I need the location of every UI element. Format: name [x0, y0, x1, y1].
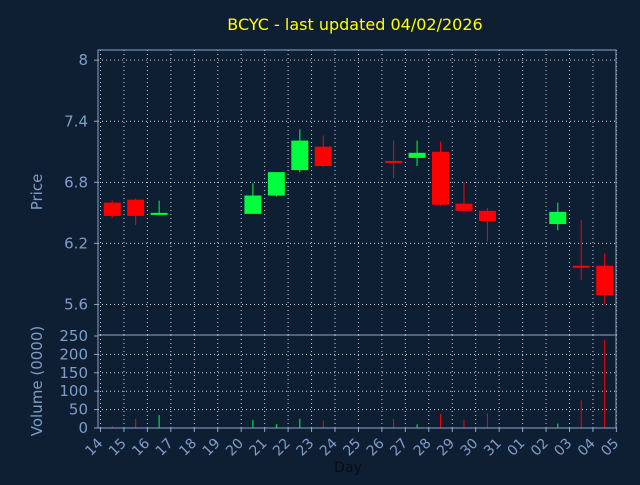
- price-tick-label: 5.6: [64, 295, 88, 313]
- candle-body: [572, 265, 590, 268]
- volume-tick-label: 200: [59, 345, 88, 363]
- candle-body: [314, 146, 332, 167]
- candle-body: [549, 211, 567, 225]
- x-tick-label: 01: [505, 436, 529, 460]
- volume-tick-label: 50: [69, 401, 88, 419]
- volume-grid: [98, 335, 617, 428]
- price-tick-label: 8: [78, 51, 88, 69]
- candle-body: [408, 152, 426, 158]
- x-tick-label: 04: [575, 435, 599, 459]
- x-axis-label: Day: [334, 460, 362, 476]
- chart-title: BCYC - last updated 04/02/2026: [227, 15, 482, 34]
- price-grid: [98, 50, 617, 335]
- candle-body: [432, 151, 450, 205]
- x-axis: 14 15 16 17 18 19 20 21 22 23 24 25 26 27 28 29 30 31 01 02…: [82, 428, 622, 459]
- candle-body: [244, 195, 262, 214]
- x-tick-label: 23: [293, 436, 317, 460]
- price-tick-label: 6.8: [64, 173, 88, 191]
- price-panel-frame: [97, 49, 617, 336]
- x-tick-label: 25: [340, 436, 364, 460]
- x-tick-label: 02: [528, 436, 552, 460]
- candle-body: [150, 212, 168, 215]
- x-tick-label: 15: [106, 436, 130, 460]
- price-axis: 8 7.4 6.8 6.2 5.6: [64, 51, 98, 313]
- volume-tick-label: 250: [59, 327, 88, 345]
- x-tick-label: 03: [551, 436, 575, 460]
- x-tick-label: 18: [176, 436, 200, 460]
- candle-body: [103, 202, 121, 216]
- x-tick-label: 19: [200, 436, 224, 460]
- volume-tick-label: 0: [78, 419, 88, 437]
- x-tick-label: 27: [387, 436, 411, 460]
- candle-body: [455, 203, 473, 211]
- x-tick-label: 05: [598, 436, 622, 460]
- x-tick-label: 16: [129, 435, 153, 459]
- candle-body: [127, 199, 145, 216]
- x-tick-label: 20: [223, 436, 247, 460]
- volume-tick-label: 150: [59, 364, 88, 382]
- candle-body: [596, 265, 614, 296]
- x-tick-label: 24: [317, 435, 341, 459]
- candle-body: [267, 172, 285, 196]
- x-tick-label: 14: [82, 435, 106, 459]
- candles: [103, 129, 614, 305]
- x-tick-label: 30: [458, 436, 482, 460]
- x-tick-label: 31: [481, 436, 505, 460]
- x-tick-label: 29: [434, 436, 458, 460]
- price-tick-label: 6.2: [64, 234, 88, 252]
- volume-tick-label: 100: [59, 382, 88, 400]
- x-tick-label: 22: [270, 436, 294, 460]
- candle-body: [385, 160, 403, 163]
- x-tick-label: 21: [247, 436, 271, 460]
- candle-body: [478, 210, 496, 221]
- x-tick-label: 17: [153, 436, 177, 460]
- volume-bars: [111, 339, 606, 428]
- volume-panel-frame: [97, 334, 617, 429]
- candle-body: [291, 140, 309, 171]
- price-axis-label: Price: [28, 174, 46, 211]
- volume-axis-label: Volume (0000): [28, 326, 46, 436]
- price-tick-label: 7.4: [64, 112, 88, 130]
- x-tick-label: 26: [364, 435, 388, 459]
- x-tick-label: 28: [411, 436, 435, 460]
